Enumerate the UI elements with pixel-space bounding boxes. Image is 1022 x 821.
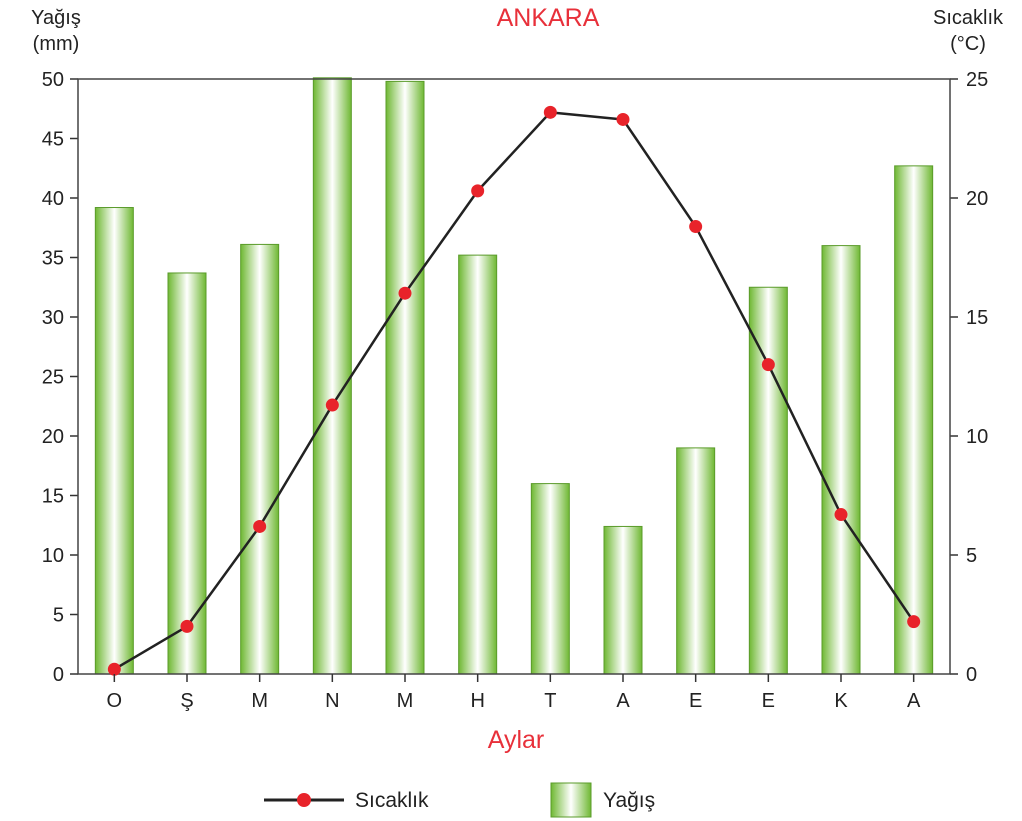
precipitation-bar (458, 254, 498, 675)
precipitation-bar (385, 80, 425, 675)
x-tick-label: M (397, 690, 414, 712)
left-tick-label: 0 (53, 664, 64, 686)
precipitation-bars (94, 77, 934, 675)
precipitation-bar (821, 245, 861, 675)
plot-border (77, 78, 951, 675)
left-axis-ticks: 0 5 10 15 20 25 30 35 40 45 50 (42, 69, 78, 686)
left-tick-label: 50 (42, 69, 64, 91)
x-axis-label: Aylar (488, 726, 545, 754)
chart-title: ANKARA (497, 4, 600, 32)
right-tick-label: 10 (966, 426, 988, 448)
x-tick-label: K (834, 690, 848, 712)
temperature-line (107, 105, 921, 676)
left-tick-label: 20 (42, 426, 64, 448)
left-axis-label-line1: Yağış (31, 7, 81, 29)
temperature-point (253, 519, 267, 533)
left-tick-label: 40 (42, 188, 64, 210)
legend-label-precipitation: Yağış (603, 789, 655, 812)
x-tick-label: A (616, 690, 630, 712)
temperature-point (689, 220, 703, 234)
precipitation-bar (894, 165, 934, 675)
temperature-point (471, 184, 485, 198)
temperature-point (761, 358, 775, 372)
x-tick-label: N (325, 690, 339, 712)
left-tick-label: 30 (42, 307, 64, 329)
legend-marker-icon (297, 793, 311, 807)
left-tick-label: 15 (42, 486, 64, 508)
right-axis-label-line2: (°C) (950, 33, 986, 55)
x-tick-label: E (689, 690, 702, 712)
left-tick-label: 25 (42, 367, 64, 389)
right-tick-label: 20 (966, 188, 988, 210)
x-tick-label: H (470, 690, 484, 712)
legend: Sıcaklık Yağış (264, 782, 655, 818)
x-tick-label: O (107, 690, 123, 712)
precipitation-bar (603, 525, 643, 675)
temperature-point (543, 105, 557, 119)
right-tick-label: 5 (966, 545, 977, 567)
temperature-point (834, 508, 848, 522)
x-tick-label: T (544, 690, 556, 712)
precipitation-bar (240, 243, 280, 675)
temperature-point (907, 615, 921, 629)
left-tick-label: 35 (42, 248, 64, 270)
left-tick-label: 45 (42, 129, 64, 151)
right-tick-label: 0 (966, 664, 977, 686)
temperature-point (107, 662, 121, 676)
temperature-series-line (113, 111, 915, 671)
precipitation-bar (676, 447, 716, 675)
temperature-point (325, 398, 339, 412)
precipitation-bar (94, 207, 134, 675)
legend-bar-icon (550, 782, 592, 818)
left-tick-label: 5 (53, 605, 64, 627)
right-axis-label-line1: Sıcaklık (933, 7, 1004, 29)
right-axis-ticks: 0 5 10 15 20 25 (950, 69, 988, 686)
right-tick-label: 25 (966, 69, 988, 91)
right-tick-label: 15 (966, 307, 988, 329)
x-tick-label: A (907, 690, 921, 712)
x-tick-label: Ş (180, 690, 193, 712)
temperature-point (180, 619, 194, 633)
left-axis-label-line2: (mm) (33, 33, 80, 55)
left-tick-label: 10 (42, 545, 64, 567)
precipitation-bar (167, 272, 207, 675)
precipitation-bar (748, 286, 788, 675)
x-tick-label: M (251, 690, 268, 712)
precipitation-bar (312, 77, 352, 675)
plot-frame (77, 78, 951, 675)
temperature-point (616, 112, 630, 126)
precipitation-bar (530, 483, 570, 675)
legend-label-temperature: Sıcaklık (355, 789, 429, 812)
temperature-point (398, 286, 412, 300)
x-tick-label: E (762, 690, 775, 712)
